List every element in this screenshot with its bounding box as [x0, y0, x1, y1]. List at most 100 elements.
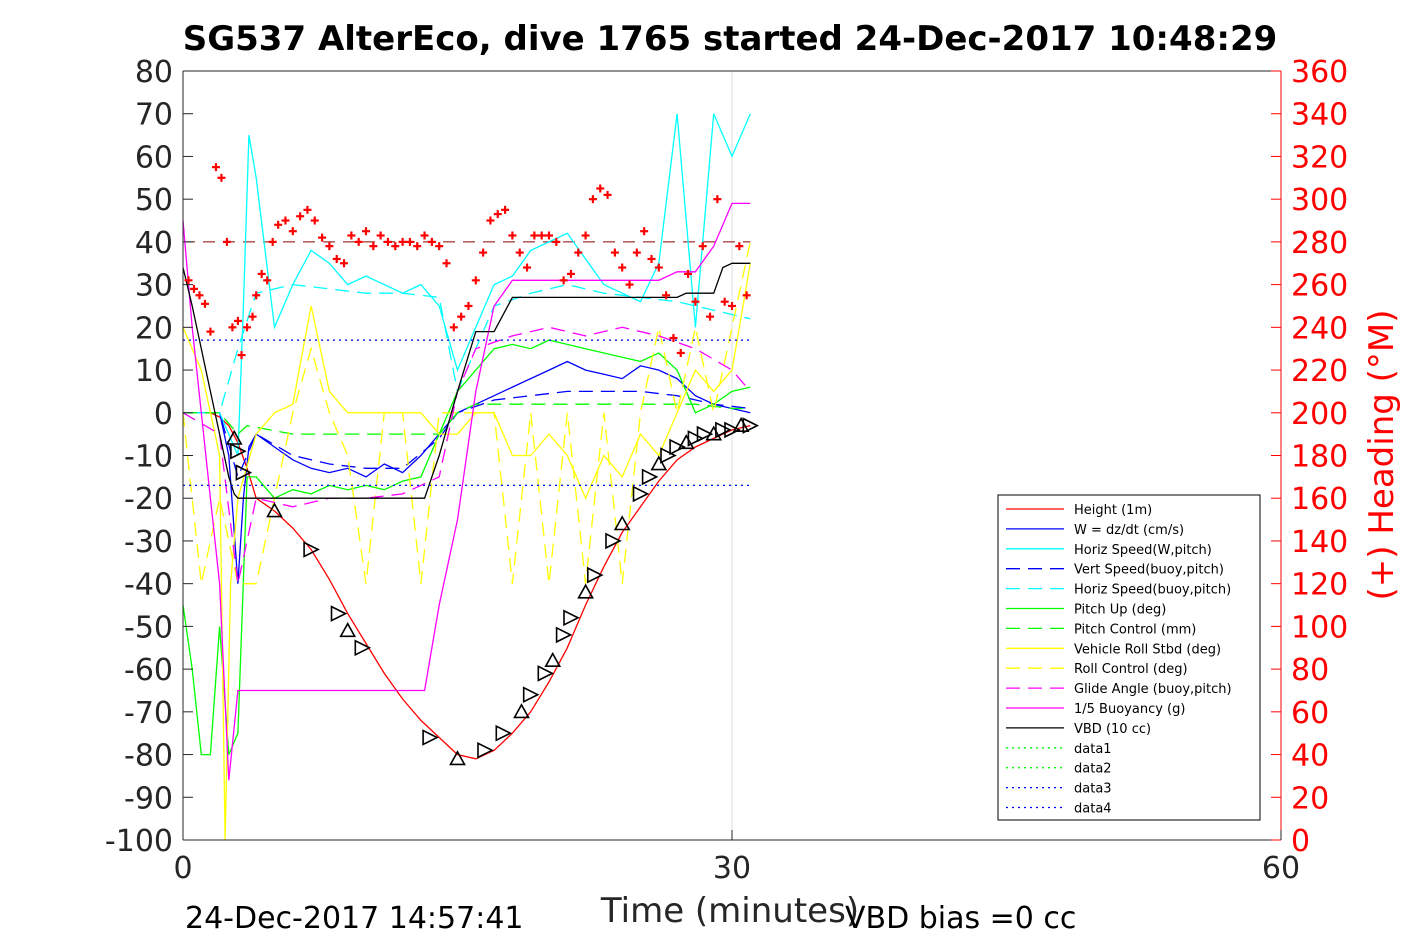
- heading-marker: [493, 210, 502, 219]
- left-tick-label: -50: [124, 610, 173, 645]
- series-line-5: [182, 339, 751, 756]
- legend-label: data1: [1074, 742, 1112, 757]
- left-tick-label: 50: [135, 183, 173, 218]
- heading-marker: [427, 237, 436, 246]
- right-tick-label: 20: [1291, 781, 1329, 816]
- right-tick-label: 340: [1291, 98, 1348, 133]
- heading-marker: [698, 242, 707, 251]
- series-line-10: [182, 202, 751, 781]
- heading-marker: [296, 212, 305, 221]
- heading-marker: [281, 216, 290, 225]
- depth-marker: [705, 425, 723, 441]
- heading-marker: [640, 227, 649, 236]
- series-line-2: [183, 113, 751, 456]
- depth-marker: [422, 729, 439, 746]
- depth-marker: [613, 515, 631, 531]
- right-axis-label: (+) Heading (°M): [1362, 310, 1402, 601]
- heading-marker: [603, 190, 612, 199]
- heading-marker: [581, 231, 590, 240]
- legend-label: Vehicle Roll Stbd (deg): [1074, 642, 1221, 657]
- left-tick-label: 30: [135, 269, 173, 304]
- heading-marker: [369, 242, 378, 251]
- legend-label: Roll Control (deg): [1074, 662, 1188, 677]
- right-tick-label: 260: [1291, 269, 1348, 304]
- heading-marker: [647, 254, 656, 263]
- heading-marker: [383, 237, 392, 246]
- heading-marker: [243, 323, 252, 332]
- heading-marker: [200, 299, 209, 308]
- series-line-11: [182, 262, 751, 499]
- left-tick-label: 80: [135, 55, 173, 90]
- right-tick-label: 40: [1291, 739, 1329, 774]
- legend-label: Pitch Control (mm): [1074, 622, 1196, 637]
- heading-marker: [720, 297, 729, 306]
- heading-marker: [523, 263, 532, 272]
- heading-marker: [340, 259, 349, 268]
- chart-title: SG537 AlterEco, dive 1765 started 24-Dec…: [183, 19, 1278, 59]
- depth-marker: [513, 703, 530, 719]
- heading-marker: [559, 276, 568, 285]
- heading-marker: [457, 312, 466, 321]
- heading-marker: [545, 231, 553, 240]
- right-axis-ticks: 3603403203002802602402202001801601401201…: [1271, 55, 1348, 859]
- right-tick-label: 200: [1291, 397, 1348, 432]
- heading-marker: [398, 237, 407, 246]
- left-tick-label: -20: [124, 482, 173, 517]
- x-axis-ticks: 0 30 60: [173, 830, 1300, 886]
- legend-label: 1/5 Buoyancy (g): [1074, 702, 1185, 717]
- heading-marker: [515, 248, 524, 257]
- heading-marker: [310, 216, 319, 225]
- right-tick-label: 280: [1291, 226, 1348, 261]
- heading-marker: [530, 231, 539, 240]
- left-tick-label: -60: [124, 653, 173, 688]
- depth-marker: [339, 622, 357, 638]
- x-axis-label: Time (minutes): [600, 891, 859, 931]
- right-tick-label: 360: [1291, 55, 1348, 90]
- left-tick-label: -100: [105, 824, 173, 859]
- depth-marker: [563, 609, 580, 627]
- right-tick-label: 80: [1291, 653, 1329, 688]
- heading-marker: [303, 205, 312, 214]
- heading-marker: [347, 231, 356, 240]
- left-tick-label: -10: [124, 440, 173, 475]
- heading-marker: [537, 231, 546, 240]
- left-tick-label: -30: [124, 525, 173, 560]
- depth-marker: [449, 750, 466, 766]
- depth-marker: [687, 430, 705, 447]
- depth-marker: [732, 416, 750, 433]
- depth-marker: [235, 464, 253, 481]
- left-axis-ticks: 80 70 60 50 40 30 20 10 0 -10 -20 -30 -40 -50 -60 -70 -8…: [105, 55, 193, 859]
- depth-marker: [354, 639, 372, 657]
- heading-marker: [588, 195, 597, 204]
- x-tick-label: 30: [713, 851, 751, 886]
- heading-marker: [268, 237, 277, 246]
- left-tick-label: 40: [135, 226, 173, 261]
- heading-marker: [211, 163, 220, 172]
- heading-marker: [669, 334, 678, 343]
- depth-marker: [742, 417, 760, 434]
- depth-marker: [230, 442, 247, 460]
- heading-marker: [706, 312, 715, 321]
- heading-marker: [332, 254, 341, 263]
- heading-marker: [471, 276, 480, 285]
- left-tick-label: 0: [154, 397, 173, 432]
- heading-marker: [486, 216, 495, 225]
- heading-marker: [625, 280, 634, 289]
- left-tick-label: 10: [135, 354, 173, 389]
- heading-marker: [735, 242, 744, 251]
- legend-label: data3: [1074, 782, 1112, 797]
- depth-marker: [641, 468, 659, 486]
- heading-marker: [222, 237, 231, 246]
- legend: Height (1m) W = dz/dt (cm/s) Horiz Speed(W…: [997, 494, 1261, 821]
- right-tick-label: 160: [1291, 482, 1348, 517]
- heading-marker: [206, 327, 215, 336]
- heading-marker: [257, 269, 266, 278]
- right-tick-label: 120: [1291, 568, 1348, 603]
- heading-marker: [376, 231, 385, 240]
- depth-marker: [537, 665, 555, 682]
- x-tick-label: 0: [173, 851, 192, 886]
- heading-marker: [713, 195, 722, 204]
- heading-marker: [435, 242, 444, 251]
- heading-marker: [233, 316, 242, 325]
- left-tick-label: -80: [124, 739, 173, 774]
